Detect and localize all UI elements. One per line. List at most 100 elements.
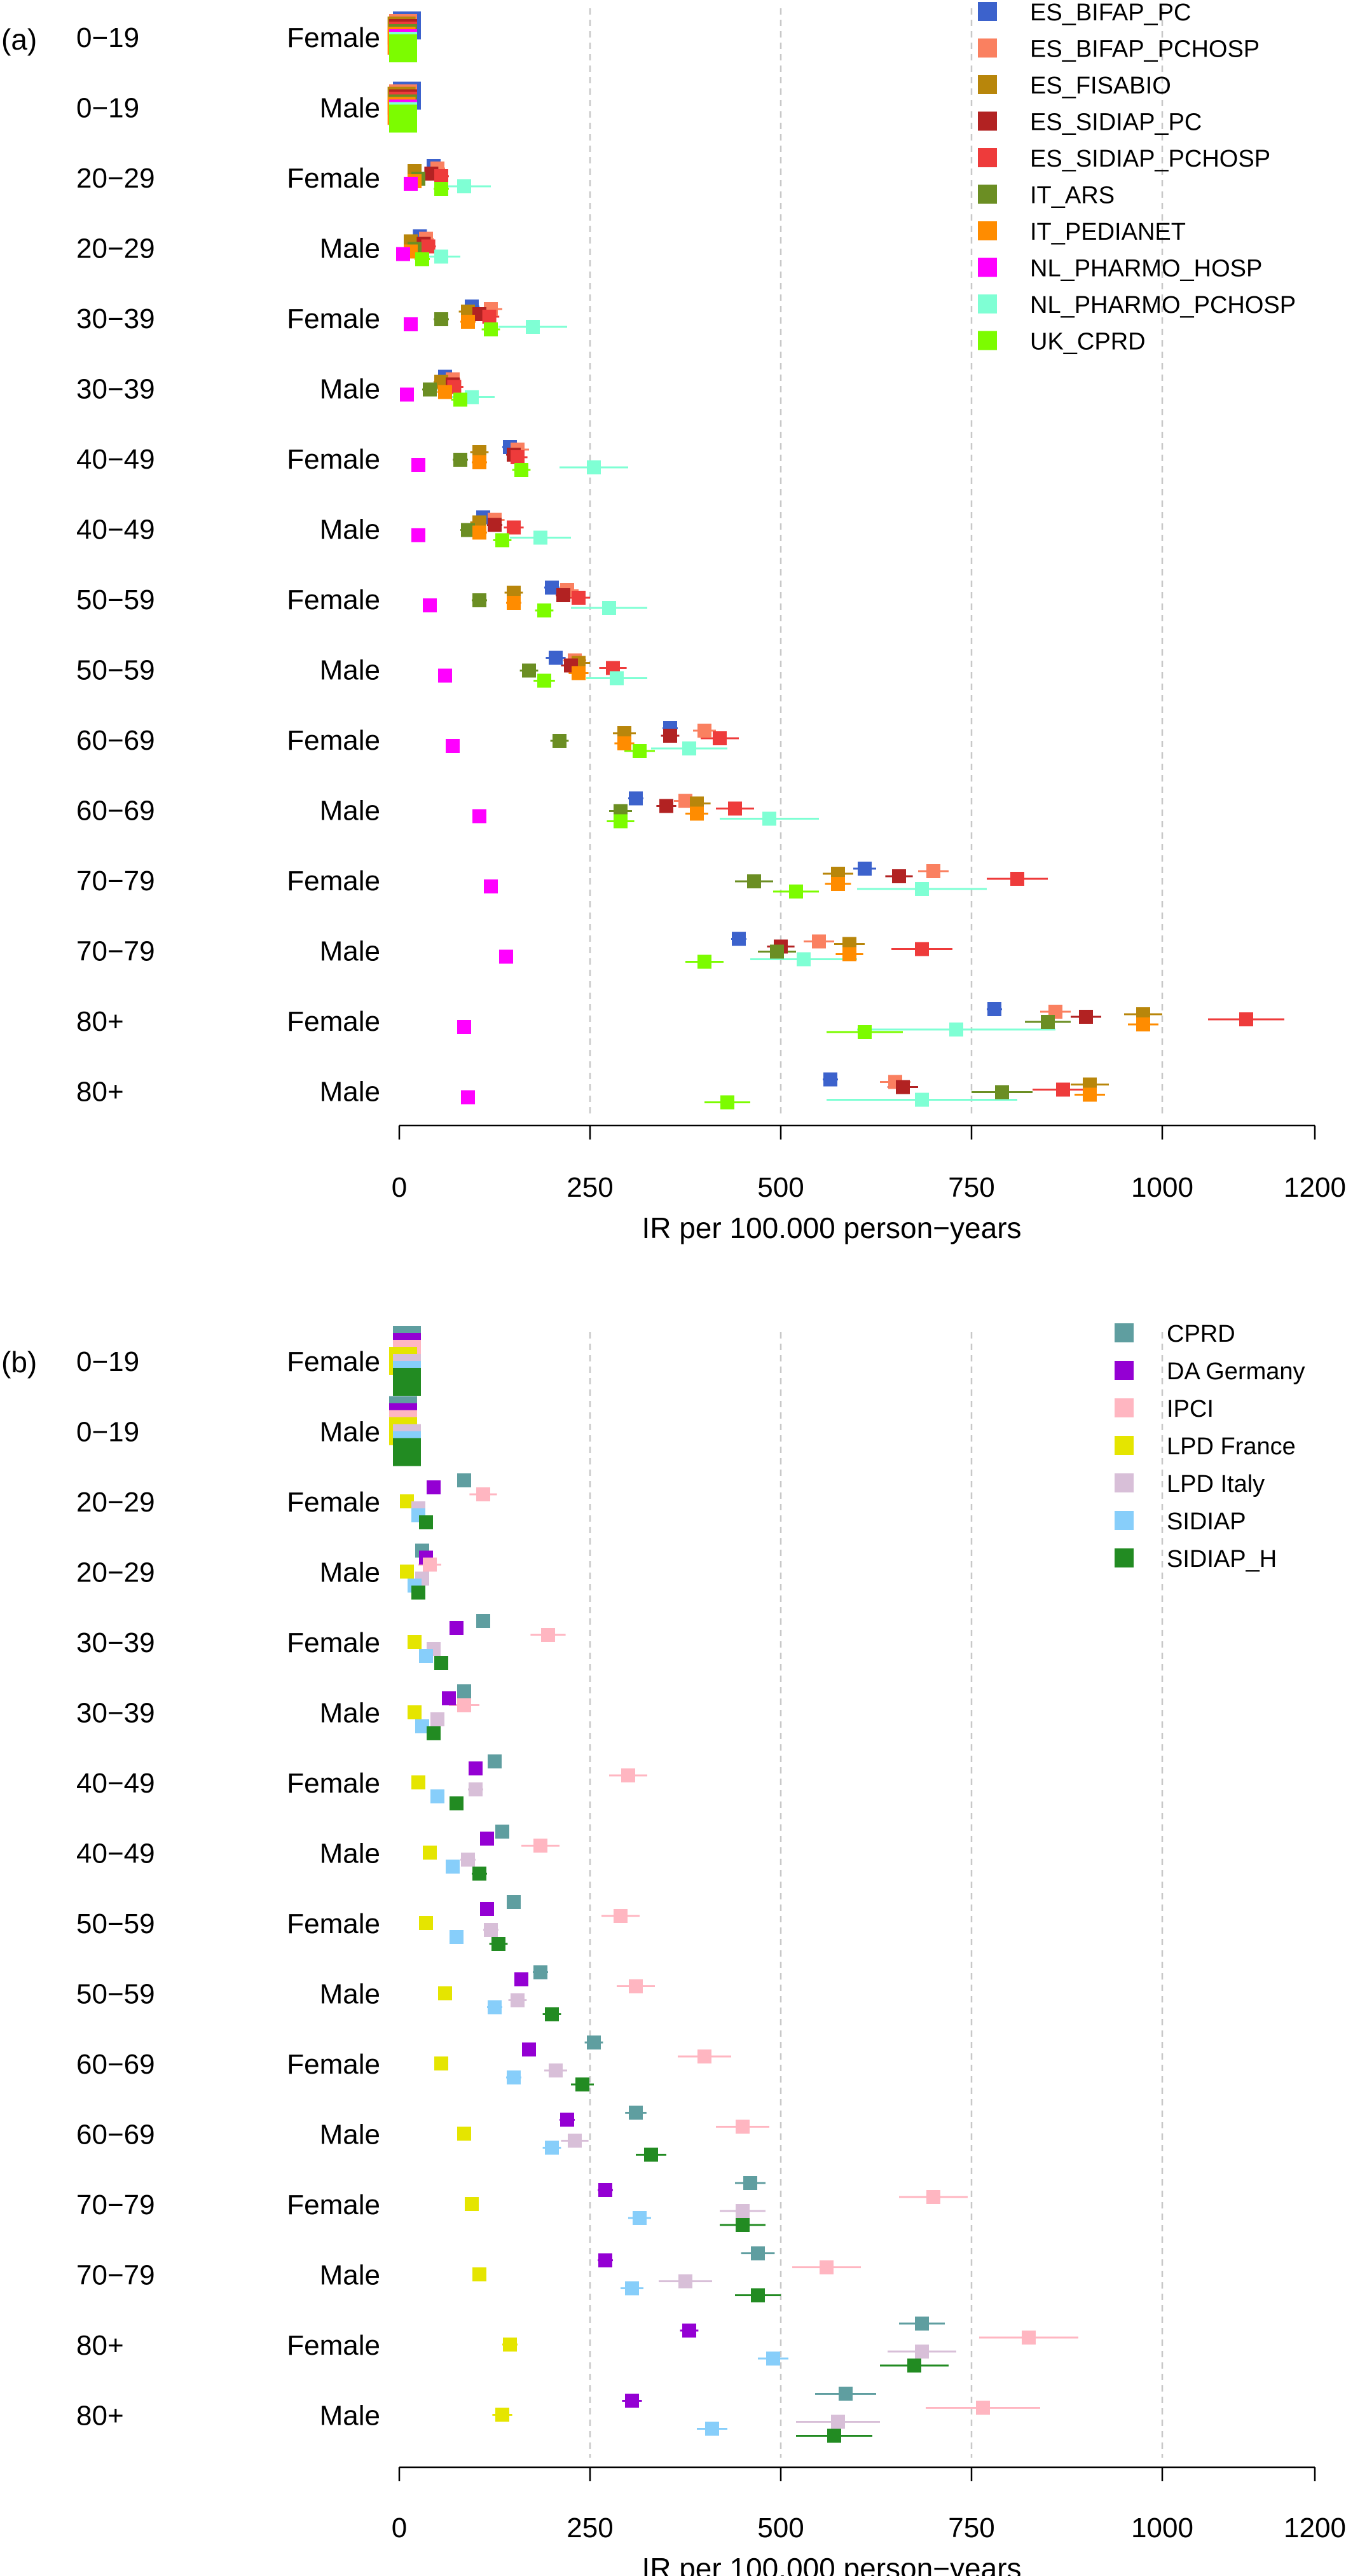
legend-label: IT_ARS: [1030, 183, 1115, 209]
data-point: [411, 458, 425, 472]
legend-swatch: [1115, 1398, 1134, 1417]
legend-swatch: [1115, 1511, 1134, 1530]
data-point: [736, 2218, 750, 2232]
data-point: [617, 736, 631, 750]
data-point: [549, 2063, 563, 2077]
data-point: [457, 1684, 471, 1698]
row-age-label: 50−59: [76, 655, 155, 686]
data-point: [415, 1719, 429, 1733]
data-point: [461, 523, 475, 537]
x-tick-label: 1000: [1131, 1172, 1193, 1203]
data-point: [896, 1080, 910, 1094]
data-point: [450, 1796, 464, 1810]
legend-swatch: [1115, 1548, 1134, 1567]
data-point: [533, 1838, 547, 1853]
row-age-label: 50−59: [76, 1979, 155, 2010]
data-point: [625, 2393, 639, 2408]
row-sex-label: Male: [320, 93, 380, 124]
data-point: [423, 1557, 437, 1572]
legend-swatch: [978, 184, 997, 204]
data-point: [598, 2253, 612, 2268]
data-point: [545, 581, 559, 595]
data-point: [476, 1487, 490, 1501]
data-point: [495, 1824, 509, 1839]
row-age-label: 80+: [76, 1006, 124, 1037]
data-point: [736, 2204, 750, 2218]
data-point: [1079, 1010, 1093, 1024]
data-point: [404, 177, 418, 191]
data-point: [545, 2140, 559, 2155]
data-point: [560, 2112, 574, 2127]
row-sex-label: Male: [320, 233, 380, 265]
data-point: [503, 2338, 517, 2352]
data-point: [457, 179, 471, 193]
data-point: [587, 2035, 601, 2049]
data-point: [697, 2049, 711, 2063]
x-tick-label: 500: [757, 1172, 804, 1203]
data-point: [522, 2042, 536, 2056]
legend-label: CPRD: [1167, 1321, 1235, 1347]
row-age-label: 60−69: [76, 725, 155, 756]
data-point: [430, 1712, 444, 1726]
data-point: [736, 2119, 750, 2134]
data-point: [614, 1909, 628, 1923]
data-point: [400, 387, 414, 402]
data-point: [472, 809, 486, 823]
data-point: [411, 1585, 425, 1600]
row-age-label: 0−19: [76, 1417, 139, 1448]
data-point: [438, 385, 452, 399]
data-points: [387, 11, 1253, 1110]
data-point: [480, 1831, 494, 1846]
data-point: [415, 252, 429, 266]
data-point: [400, 1494, 414, 1508]
data-point: [568, 2133, 582, 2148]
data-point: [907, 2359, 921, 2373]
data-point: [457, 2126, 471, 2141]
legend-label: LPD Italy: [1167, 1471, 1265, 1498]
row-sex-label: Female: [287, 725, 380, 756]
data-point: [537, 673, 551, 688]
row-sex-label: Male: [320, 514, 380, 546]
data-point: [507, 1895, 521, 1909]
x-axis-title: IR per 100.000 person−years: [642, 1211, 1021, 1244]
legend-swatch: [978, 2, 997, 21]
x-axis: 0 250 500 750 1000 1200: [392, 1124, 1346, 1203]
legend-swatch: [978, 294, 997, 313]
data-points: [389, 1326, 1036, 2443]
data-point: [1136, 1017, 1150, 1031]
row-labels: 0−19 Female 0−19 Male 20−29 Female 20−29 Male 30…: [76, 22, 380, 1108]
data-point: [697, 724, 711, 738]
x-axis-title: IR per 100.000 person−years: [642, 2552, 1021, 2576]
row-sex-label: Female: [287, 1627, 380, 1658]
row-sex-label: Male: [320, 1698, 380, 1729]
legend-label: ES_BIFAP_PC: [1030, 0, 1191, 26]
legend-swatch: [1115, 1436, 1134, 1455]
data-point: [575, 2077, 589, 2091]
row-sex-label: Male: [320, 2119, 380, 2151]
data-point: [495, 2407, 509, 2422]
data-point: [419, 1916, 433, 1930]
data-point: [926, 2190, 940, 2204]
data-point: [915, 942, 929, 956]
data-point: [831, 2414, 845, 2429]
data-point: [438, 1986, 452, 2001]
data-point: [461, 1852, 475, 1867]
row-age-label: 70−79: [76, 2189, 155, 2221]
reference-lines: [589, 8, 1164, 1116]
data-point: [453, 453, 467, 467]
data-point: [614, 814, 628, 829]
data-point: [633, 2211, 647, 2225]
data-point: [404, 317, 418, 331]
data-point: [389, 104, 417, 133]
data-point: [743, 2176, 757, 2190]
legend-label: ES_FISABIO: [1030, 72, 1171, 99]
row-age-label: 40−49: [76, 444, 155, 475]
legend-swatch: [1115, 1473, 1134, 1492]
data-point: [423, 598, 437, 612]
reference-lines: [589, 1332, 1164, 2458]
panel-label: (b): [1, 1346, 37, 1379]
data-point: [1083, 1087, 1097, 1102]
row-sex-label: Female: [287, 865, 380, 897]
row-age-label: 0−19: [76, 1346, 139, 1377]
data-point: [461, 315, 475, 329]
